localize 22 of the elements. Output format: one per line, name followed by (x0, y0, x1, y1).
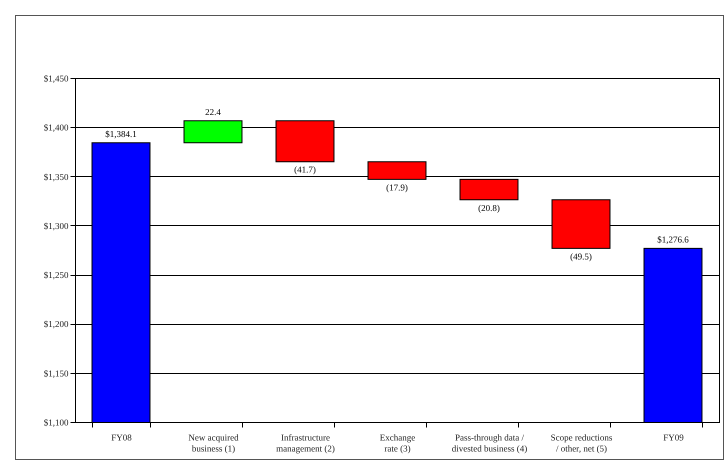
x-tick-label: Pass-through data / divested business (4) (452, 432, 528, 454)
y-tick-label: $1,150 (44, 368, 69, 378)
x-tick-label: Scope reductions / other, net (5) (550, 432, 613, 454)
data-label: (20.8) (478, 202, 500, 213)
data-label: $1,384.1 (105, 128, 137, 139)
x-tick-label: Infrastructure management (2) (276, 432, 335, 454)
y-tick-label: $1,400 (44, 122, 69, 133)
x-tick-label: FY08 (111, 432, 132, 442)
x-tick-label: Exchange rate (3) (380, 432, 416, 454)
y-tick-label: $1,200 (44, 319, 69, 330)
data-label: 22.4 (205, 106, 222, 117)
x-tick-label: New acquired business (1) (188, 432, 240, 454)
data-label: (17.9) (386, 182, 408, 192)
data-label: (49.5) (570, 251, 592, 262)
data-label: (41.7) (294, 164, 316, 175)
y-tick-label: $1,100 (44, 418, 69, 428)
x-tick-label: FY09 (663, 432, 684, 442)
y-tick-label: $1,250 (44, 270, 69, 280)
y-tick-label: $1,450 (44, 74, 69, 84)
y-tick-label: $1,300 (44, 220, 69, 231)
data-label: $1,276.6 (657, 234, 690, 244)
y-tick-label: $1,350 (44, 172, 69, 182)
